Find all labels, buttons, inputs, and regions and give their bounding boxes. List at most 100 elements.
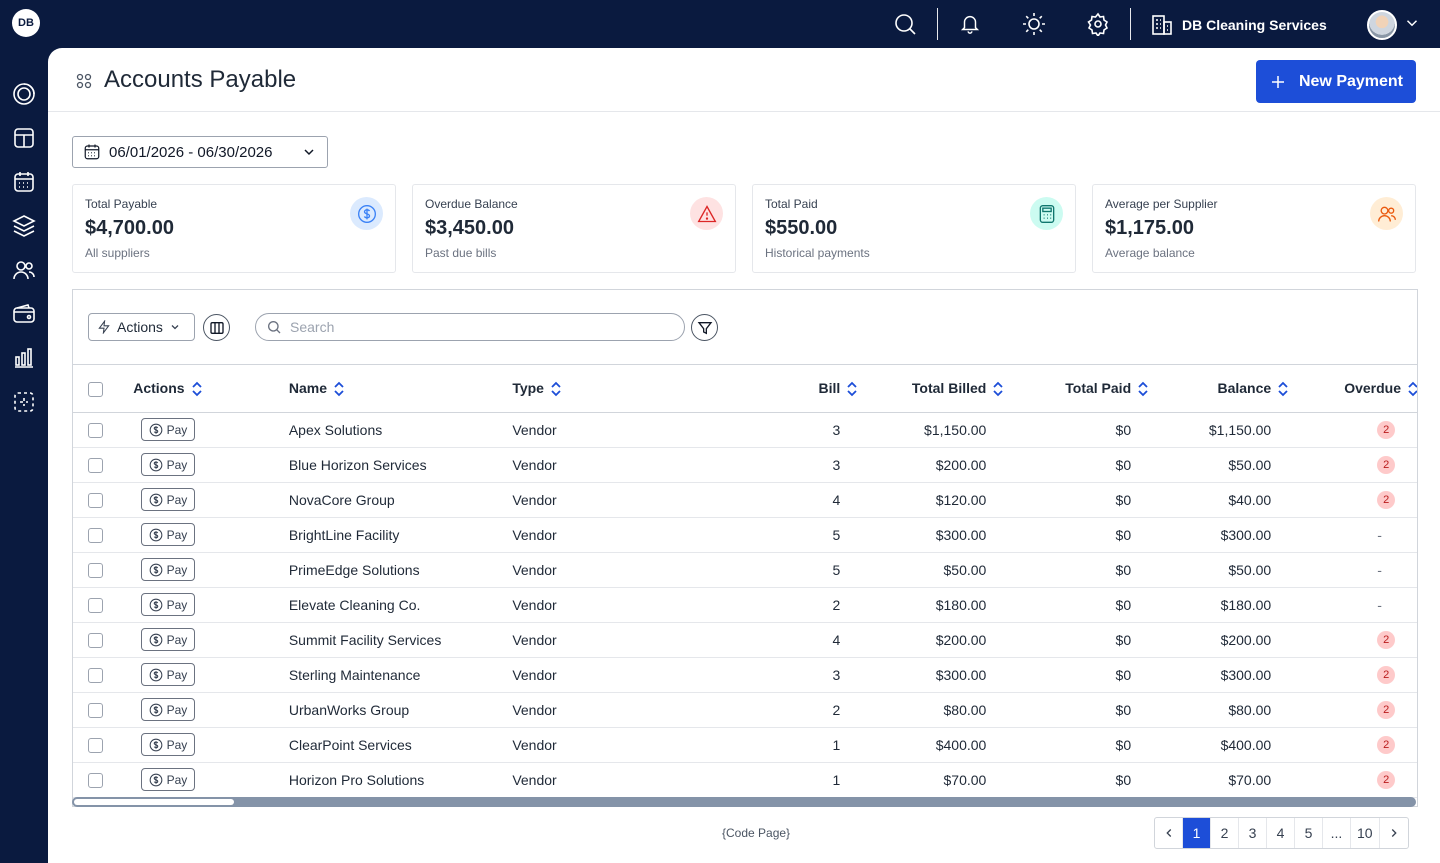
page-button[interactable]: 1 (1183, 818, 1211, 848)
layout-icon[interactable] (11, 125, 37, 151)
pay-button[interactable]: Pay (140, 523, 196, 546)
row-checkbox[interactable] (87, 527, 103, 543)
table-row[interactable]: Pay Summit Facility Services Vendor 4 $2… (73, 622, 1417, 658)
pay-button[interactable]: Pay (140, 733, 196, 756)
stat-label: Overdue Balance (425, 197, 518, 211)
chevron-down-icon[interactable] (1403, 14, 1421, 37)
row-checkbox[interactable] (87, 667, 103, 683)
table-row[interactable]: Pay Blue Horizon Services Vendor 3 $200.… (73, 447, 1417, 483)
calendar-icon[interactable] (11, 169, 37, 195)
row-checkbox[interactable] (87, 702, 103, 718)
actions-dropdown[interactable]: Actions (88, 313, 195, 341)
row-checkbox[interactable] (87, 737, 103, 753)
page-button[interactable]: 10 (1351, 818, 1380, 848)
pay-button[interactable]: Pay (140, 768, 196, 791)
row-checkbox[interactable] (87, 562, 103, 578)
sun-icon[interactable] (1020, 10, 1048, 38)
table-row[interactable]: Pay UrbanWorks Group Vendor 2 $80.00 $0 … (73, 692, 1417, 728)
table-row[interactable]: Pay Elevate Cleaning Co. Vendor 2 $180.0… (73, 587, 1417, 623)
page-button[interactable]: 4 (1267, 818, 1295, 848)
cell-type: Vendor (441, 517, 630, 553)
page-title: Accounts Payable (104, 66, 297, 93)
select-all-checkbox[interactable] (87, 381, 103, 397)
table-row[interactable]: Pay Horizon Pro Solutions Vendor 1 $70.0… (73, 762, 1417, 798)
bell-icon[interactable] (956, 10, 984, 38)
table-row[interactable]: Pay BrightLine Facility Vendor 5 $300.00… (73, 517, 1417, 553)
page-button[interactable]: 2 (1211, 818, 1239, 848)
pay-button[interactable]: Pay (140, 418, 196, 441)
search-input[interactable] (290, 319, 670, 335)
cell-balance: $300.00 (1149, 657, 1290, 693)
pay-button[interactable]: Pay (140, 488, 196, 511)
overdue-badge: 2 (1377, 666, 1396, 684)
avatar[interactable] (1367, 10, 1397, 40)
table-row[interactable]: Pay PrimeEdge Solutions Vendor 5 $50.00 … (73, 552, 1417, 588)
app-logo[interactable]: DB (12, 9, 40, 37)
cell-total-paid: $0 (1004, 552, 1150, 588)
row-select-cell (73, 727, 118, 763)
row-checkbox[interactable] (87, 632, 103, 648)
column-header-total-paid[interactable]: Total Paid (1004, 365, 1150, 413)
new-payment-button[interactable]: New Payment (1256, 60, 1416, 103)
row-select-cell (73, 692, 118, 728)
row-checkbox[interactable] (87, 422, 103, 438)
table-row[interactable]: Pay Apex Solutions Vendor 3 $1,150.00 $0… (73, 412, 1417, 448)
cell-name: UrbanWorks Group (217, 692, 442, 728)
table-row[interactable]: Pay NovaCore Group Vendor 4 $120.00 $0 $… (73, 482, 1417, 518)
dashboard-gauge-icon[interactable] (11, 81, 37, 107)
cell-bill: 4 (629, 482, 859, 518)
gear-icon[interactable] (1084, 10, 1112, 38)
apps-grid-icon[interactable] (76, 73, 92, 94)
row-checkbox[interactable] (87, 457, 103, 473)
row-actions-cell: Pay (117, 657, 218, 693)
page-button[interactable]: 5 (1295, 818, 1323, 848)
pay-button[interactable]: Pay (140, 558, 196, 581)
row-checkbox[interactable] (87, 492, 103, 508)
overdue-badge: 2 (1377, 701, 1396, 719)
stat-subtext: Historical payments (765, 246, 870, 260)
cell-balance: $180.00 (1149, 587, 1290, 623)
column-header-name[interactable]: Name (217, 365, 442, 413)
layers-icon[interactable] (11, 213, 37, 239)
table-row[interactable]: Pay Sterling Maintenance Vendor 3 $300.0… (73, 657, 1417, 693)
column-header-overdue[interactable]: Overdue (1289, 365, 1417, 413)
pay-button[interactable]: Pay (140, 593, 196, 616)
pay-button[interactable]: Pay (140, 453, 196, 476)
pay-button[interactable]: Pay (140, 663, 196, 686)
column-label: Balance (1217, 379, 1272, 396)
scan-icon[interactable] (11, 389, 37, 415)
column-header-total-billed[interactable]: Total Billed (858, 365, 1005, 413)
cell-total-paid: $0 (1004, 482, 1150, 518)
chevron-down-icon (171, 325, 179, 330)
column-header-actions[interactable]: Actions (117, 365, 218, 413)
pay-label: Pay (166, 562, 188, 577)
plus-icon (1271, 75, 1284, 88)
filter-icon[interactable] (691, 314, 718, 341)
date-range-picker[interactable]: 06/01/2026 - 06/30/2026 (72, 136, 328, 168)
columns-icon[interactable] (203, 314, 230, 341)
column-label: Total Paid (1065, 379, 1132, 396)
row-select-cell (73, 552, 118, 588)
dollar-icon (149, 633, 162, 646)
pay-button[interactable]: Pay (140, 698, 196, 721)
horizontal-scrollbar[interactable] (72, 797, 1416, 807)
row-checkbox[interactable] (87, 597, 103, 613)
column-header-bill[interactable]: Bill (629, 365, 859, 413)
page-button[interactable]: 3 (1239, 818, 1267, 848)
search-icon[interactable] (891, 10, 919, 38)
users-icon[interactable] (11, 257, 37, 283)
bar-chart-icon[interactable] (11, 345, 37, 371)
pay-button[interactable]: Pay (140, 628, 196, 651)
pagination-next-button[interactable] (1380, 818, 1408, 848)
column-header-type[interactable]: Type (441, 365, 630, 413)
dollar-icon (149, 528, 162, 541)
scrollbar-thumb[interactable] (74, 799, 234, 805)
table-row[interactable]: Pay ClearPoint Services Vendor 1 $400.00… (73, 727, 1417, 763)
pagination-prev-button[interactable] (1155, 818, 1183, 848)
row-checkbox[interactable] (87, 772, 103, 788)
wallet-icon[interactable] (11, 301, 37, 327)
company-switcher[interactable]: DB Cleaning Services (1150, 12, 1327, 38)
row-select-cell (73, 587, 118, 623)
column-header-balance[interactable]: Balance (1149, 365, 1290, 413)
page-header: Accounts Payable New Payment (48, 48, 1440, 112)
